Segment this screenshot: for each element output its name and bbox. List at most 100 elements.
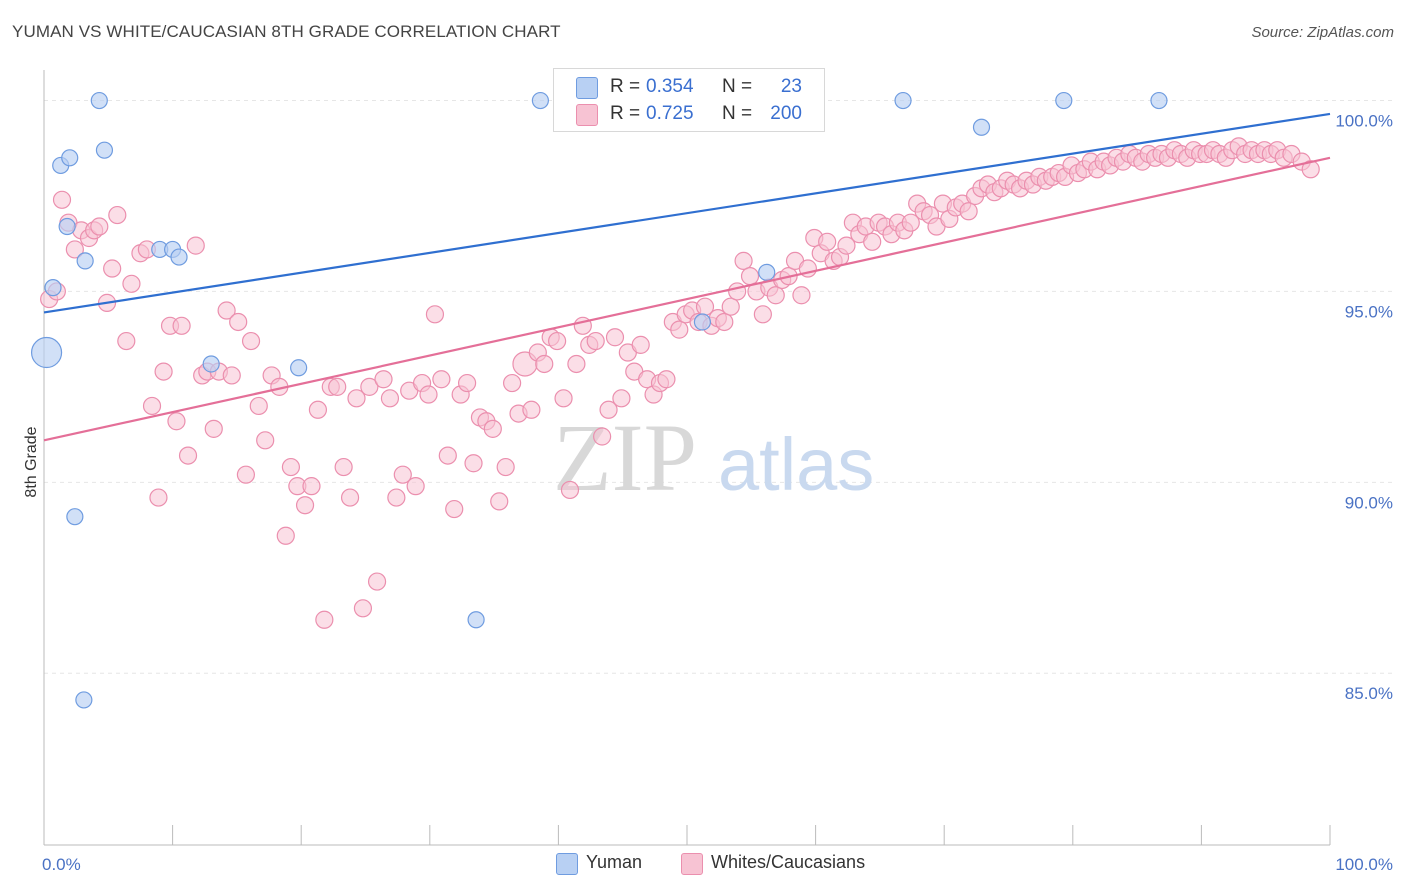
data-point-whites <box>308 400 328 419</box>
data-point-whites <box>548 331 567 351</box>
y-tick-label: 90.0% <box>1345 493 1393 512</box>
data-point-yuman <box>30 336 63 369</box>
data-point-whites <box>204 419 223 438</box>
data-point-whites <box>328 377 347 396</box>
legend: R = 0.354 N = 23 R = 0.725 N = 200 <box>553 68 825 132</box>
data-point-whites <box>178 446 198 465</box>
bottom-legend-label-yuman: Yuman <box>586 852 643 872</box>
data-point-yuman <box>972 118 991 136</box>
data-point-yuman <box>66 508 84 526</box>
data-point-whites <box>612 389 631 408</box>
data-point-whites <box>315 610 334 629</box>
data-point-whites <box>1301 160 1320 179</box>
data-point-whites <box>374 370 393 389</box>
data-point-whites <box>740 267 760 286</box>
data-point-whites <box>353 599 373 618</box>
data-point-whites <box>142 396 162 416</box>
data-point-whites <box>560 480 580 500</box>
data-point-yuman <box>467 611 485 629</box>
data-point-whites <box>347 389 366 408</box>
data-point-whites <box>657 370 676 389</box>
data-point-whites <box>380 389 400 408</box>
data-point-yuman <box>758 263 776 281</box>
data-point-whites <box>901 213 920 232</box>
data-point-whites <box>387 488 406 507</box>
data-point-yuman <box>531 91 549 110</box>
data-point-whites <box>496 457 515 477</box>
data-point-whites <box>229 312 248 332</box>
data-point-whites <box>122 274 141 293</box>
data-point-whites <box>503 373 522 393</box>
data-point-whites <box>186 236 205 255</box>
data-point-whites <box>837 236 856 255</box>
data-point-yuman <box>44 279 62 297</box>
data-point-whites <box>103 259 122 278</box>
data-point-whites <box>360 377 379 396</box>
data-point-whites <box>586 331 605 351</box>
data-point-whites <box>490 492 509 511</box>
data-point-whites <box>593 427 612 446</box>
data-point-whites <box>393 465 412 484</box>
data-point-yuman <box>1150 91 1168 110</box>
source-label: Source: ZipAtlas.com <box>1251 24 1394 41</box>
data-point-whites <box>753 305 772 324</box>
data-point-yuman <box>894 91 912 110</box>
series-yuman-points <box>30 91 1168 709</box>
chart-title: YUMAN VS WHITE/CAUCASIAN 8TH GRADE CORRE… <box>12 22 561 41</box>
data-point-yuman <box>290 359 308 377</box>
data-point-whites <box>340 488 360 507</box>
data-point-whites <box>334 457 353 477</box>
legend-r-value: 0.725 <box>646 103 694 124</box>
data-point-whites <box>425 305 445 324</box>
y-axis-title: 8th Grade <box>23 426 40 497</box>
data-point-yuman <box>693 313 712 331</box>
y-tick-label: 100.0% <box>1335 112 1393 131</box>
data-point-whites <box>241 331 261 351</box>
data-point-whites <box>483 419 502 438</box>
data-point-whites <box>217 301 236 320</box>
data-point-whites <box>154 362 173 381</box>
data-point-whites <box>818 232 837 251</box>
data-point-whites <box>172 316 191 335</box>
x-tick-label: 100.0% <box>1335 855 1393 874</box>
series-whites-points <box>40 137 1320 629</box>
data-point-whites <box>90 217 109 236</box>
data-point-whites <box>281 457 301 477</box>
data-point-whites <box>149 488 168 507</box>
data-point-whites <box>236 465 256 484</box>
data-point-whites <box>445 499 464 519</box>
tick-labels: 85.0% 90.0% 95.0% 100.0% 0.0% 100.0% <box>42 112 1393 874</box>
y-tick-label: 95.0% <box>1345 302 1393 321</box>
watermark: ZIP atlas <box>553 404 874 511</box>
data-point-whites <box>256 431 275 450</box>
data-point-whites <box>65 240 84 259</box>
legend-swatch-yuman <box>576 77 598 99</box>
data-point-whites <box>419 385 438 404</box>
data-point-whites <box>432 370 451 389</box>
data-point-whites <box>406 477 425 496</box>
data-point-whites <box>734 251 753 270</box>
data-point-yuman <box>61 149 79 167</box>
trend-line-whites <box>43 156 1331 442</box>
data-point-whites <box>599 400 618 419</box>
data-point-whites <box>276 526 295 545</box>
bottom-legend-swatch-yuman <box>556 853 578 875</box>
data-point-whites <box>670 320 689 339</box>
data-point-whites <box>535 354 554 374</box>
data-point-whites <box>715 312 734 332</box>
data-point-whites <box>554 389 573 408</box>
data-point-whites <box>367 572 387 591</box>
legend-swatch-whites <box>576 104 598 126</box>
data-point-yuman <box>90 91 108 110</box>
legend-row-yuman: R = 0.354 N = 23 <box>554 74 824 100</box>
y-tick-label: 85.0% <box>1345 684 1393 703</box>
data-point-yuman <box>76 252 94 270</box>
trend-line-yuman <box>43 112 1331 314</box>
legend-row-whites: R = 0.725 N = 200 <box>554 101 824 127</box>
watermark-atlas: atlas <box>718 423 874 506</box>
data-point-whites <box>631 335 650 354</box>
data-point-whites <box>438 446 457 465</box>
data-point-yuman <box>202 355 220 373</box>
legend-r-label: R = <box>610 76 641 97</box>
data-point-whites <box>295 496 315 515</box>
